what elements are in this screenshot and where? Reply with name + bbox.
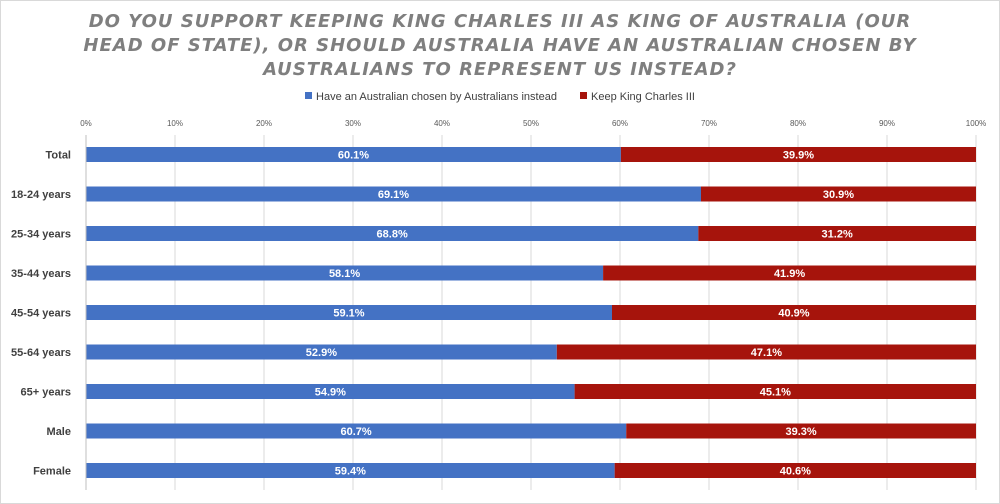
x-tick-label-70: 70%	[701, 119, 717, 128]
chart-legend: Have an Australian chosen by Australians…	[0, 91, 1000, 103]
x-tick-label-30: 30%	[345, 119, 361, 128]
bar-chosen	[86, 463, 615, 478]
bar-keep-king	[620, 147, 976, 162]
bar-chosen	[86, 344, 557, 360]
data-label-keep-king: 45.1%	[760, 387, 791, 399]
data-label-chosen: 60.1%	[338, 150, 369, 162]
x-tick-label-40: 40%	[434, 119, 450, 128]
legend-swatch-keep-king	[580, 92, 588, 99]
data-label-keep-king: 40.9%	[778, 308, 809, 320]
bar-chosen	[86, 305, 612, 320]
bar-chosen	[86, 384, 575, 399]
data-label-chosen: 52.9%	[306, 347, 337, 359]
data-label-keep-king: 41.9%	[774, 268, 805, 280]
x-tick-label-80: 80%	[790, 119, 806, 128]
chart-title: DO YOU SUPPORT KEEPING KING CHARLES III …	[83, 11, 917, 80]
x-tick-label-20: 20%	[256, 119, 272, 128]
legend-item-keep-king: Keep King Charles III	[580, 91, 695, 103]
category-label: Total	[46, 150, 71, 162]
data-label-keep-king: 30.9%	[823, 189, 854, 201]
category-label: Female	[33, 466, 71, 478]
x-tick-label-50: 50%	[523, 119, 539, 128]
data-label-keep-king: 31.2%	[822, 229, 853, 241]
data-label-chosen: 60.7%	[341, 426, 372, 438]
data-label-chosen: 59.4%	[335, 466, 366, 478]
x-tick-label-0: 0%	[80, 119, 92, 128]
bar-keep-king	[698, 226, 976, 241]
data-label-keep-king: 47.1%	[751, 347, 782, 359]
category-label: 25-34 years	[11, 229, 71, 241]
legend-label-chosen: Have an Australian chosen by Australians…	[316, 91, 557, 103]
bar-keep-king	[611, 305, 976, 320]
x-tick-label-10: 10%	[167, 119, 183, 128]
bar-chosen	[86, 186, 701, 202]
category-label: 35-44 years	[11, 268, 71, 280]
category-label: Male	[47, 426, 71, 438]
bar-keep-king	[574, 384, 976, 399]
data-label-chosen: 69.1%	[378, 189, 409, 201]
x-tick-label-90: 90%	[879, 119, 895, 128]
x-tick-label-60: 60%	[612, 119, 628, 128]
data-label-chosen: 68.8%	[377, 229, 408, 241]
bar-keep-king	[614, 463, 976, 478]
legend-swatch-chosen	[305, 92, 313, 99]
bar-keep-king	[700, 186, 976, 202]
category-label: 55-64 years	[11, 347, 71, 359]
category-label: 65+ years	[21, 387, 71, 399]
x-tick-label-100: 100%	[966, 119, 986, 128]
bar-chosen	[86, 423, 627, 439]
category-label: 18-24 years	[11, 189, 71, 201]
data-label-keep-king: 40.6%	[780, 466, 811, 478]
legend-item-chosen: Have an Australian chosen by Australians…	[305, 91, 557, 103]
data-label-keep-king: 39.3%	[786, 426, 817, 438]
bar-keep-king	[626, 423, 976, 439]
legend-label-keep-king: Keep King Charles III	[591, 91, 695, 103]
bar-chosen	[86, 226, 699, 241]
bar-keep-king	[556, 344, 976, 360]
bar-chosen	[86, 265, 604, 281]
data-label-chosen: 59.1%	[333, 308, 364, 320]
data-label-keep-king: 39.9%	[783, 150, 814, 162]
category-label: 45-54 years	[11, 308, 71, 320]
data-label-chosen: 54.9%	[315, 387, 346, 399]
bar-chosen	[86, 147, 621, 162]
bar-keep-king	[603, 265, 976, 281]
data-label-chosen: 58.1%	[329, 268, 360, 280]
